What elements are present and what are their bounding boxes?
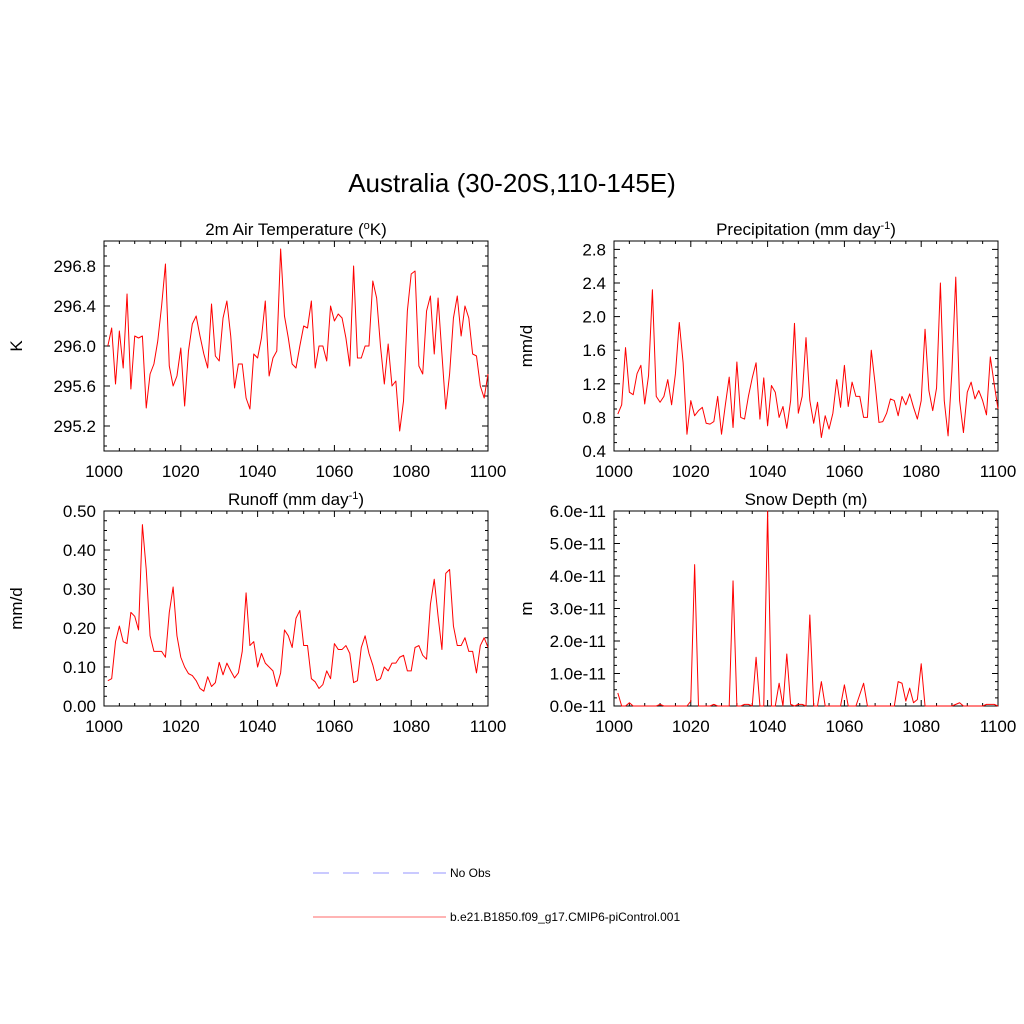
panel-4-ytick-label-5-0e-11: 5.0e-11 bbox=[550, 535, 606, 554]
panel-4-xtick-label-1100: 1100 bbox=[980, 717, 1017, 736]
panel-4-ytick-label-2-0e-11: 2.0e-11 bbox=[550, 632, 606, 651]
panel-2-ytick-label-1-2: 1.2 bbox=[582, 375, 606, 394]
panel-3-ytick-label-0-00: 0.00 bbox=[63, 697, 96, 716]
panel-2-ytick-label-0-8: 0.8 bbox=[582, 408, 606, 427]
panel-4-ytick-label-4-0e-11: 4.0e-11 bbox=[550, 567, 606, 586]
panel-1-xtick-label-1060: 1060 bbox=[315, 462, 353, 481]
panel-2-title: Precipitation (mm day-1) bbox=[716, 220, 896, 239]
panel-1-ytick-label-296-4: 296.4 bbox=[53, 297, 96, 316]
panel-4-xtick-label-1080: 1080 bbox=[902, 717, 940, 736]
panel-1-xtick-label-1100: 1100 bbox=[470, 462, 507, 481]
panel-1: 2m Air Temperature (oK) K 1000 1020 1040 1060… bbox=[7, 220, 506, 481]
legend-no-obs-label: No Obs bbox=[450, 866, 491, 880]
panel-2-ytick-label-2-0: 2.0 bbox=[582, 308, 606, 327]
panel-1-xtick-label-1040: 1040 bbox=[239, 462, 277, 481]
panel-3-xtick-label-1040: 1040 bbox=[239, 717, 277, 736]
panel-2-ytick-label-2-8: 2.8 bbox=[582, 240, 606, 259]
panel-1-title: 2m Air Temperature (oK) bbox=[205, 220, 387, 239]
panel-3-series-line bbox=[107, 524, 489, 692]
panel-2-xtick-label-1080: 1080 bbox=[902, 462, 940, 481]
panel-3-ytick-label-0-10: 0.10 bbox=[63, 658, 96, 677]
chart-panels: 2m Air Temperature (oK) K 1000 1020 1040 1060… bbox=[7, 220, 1016, 736]
figure-title: Australia (30-20S,110-145E) bbox=[348, 168, 676, 198]
panel-3-xtick-label-1060: 1060 bbox=[315, 717, 353, 736]
legend: No Obs b.e21.B1850.f09_g17.CMIP6-piContr… bbox=[313, 866, 680, 924]
panel-3-xtick-label-1020: 1020 bbox=[162, 717, 200, 736]
panel-2-xtick-label-1000: 1000 bbox=[595, 462, 633, 481]
panel-4-plot-frame bbox=[613, 510, 999, 707]
panel-4-ylabel: m bbox=[517, 601, 536, 615]
panel-1-plot-frame bbox=[103, 240, 489, 452]
panel-1-ytick-label-295-2: 295.2 bbox=[53, 417, 96, 436]
panel-4-xtick-label-1040: 1040 bbox=[749, 717, 787, 736]
panel-2-xtick-label-1020: 1020 bbox=[672, 462, 710, 481]
panel-1-xtick-label-1000: 1000 bbox=[85, 462, 123, 481]
panel-4-xtick-label-1060: 1060 bbox=[825, 717, 863, 736]
panel-2-xtick-label-1040: 1040 bbox=[749, 462, 787, 481]
panel-1-ytick-label-295-6: 295.6 bbox=[53, 377, 96, 396]
panel-4-ytick-label-0-0e-11: 0.0e-11 bbox=[550, 697, 606, 716]
panel-2: Precipitation (mm day-1) mm/d 1000 1020 1040… bbox=[517, 220, 1016, 481]
panel-3-title: Runoff (mm day-1) bbox=[228, 490, 364, 509]
panel-3-xtick-label-1000: 1000 bbox=[85, 717, 123, 736]
panel-3-ytick-label-0-30: 0.30 bbox=[63, 580, 96, 599]
panel-2-plot-frame bbox=[613, 240, 999, 452]
panel-2-ytick-label-0-4: 0.4 bbox=[582, 442, 606, 461]
panel-4: Snow Depth (m) m 1000 1020 1040 1060 1080 1100 0… bbox=[517, 490, 1016, 736]
panel-2-ytick-label-1-6: 1.6 bbox=[582, 341, 606, 360]
panel-3-xtick-label-1100: 1100 bbox=[470, 717, 507, 736]
panel-3-xtick-label-1080: 1080 bbox=[392, 717, 430, 736]
panel-3-ytick-label-0-40: 0.40 bbox=[63, 541, 96, 560]
panel-4-xtick-label-1000: 1000 bbox=[595, 717, 633, 736]
panel-2-xtick-label-1100: 1100 bbox=[980, 462, 1017, 481]
panel-3-ytick-label-0-50: 0.50 bbox=[63, 502, 96, 521]
panel-1-ytick-label-296-8: 296.8 bbox=[53, 257, 96, 276]
panel-4-ytick-label-1-0e-11: 1.0e-11 bbox=[550, 665, 606, 684]
legend-model-label: b.e21.B1850.f09_g17.CMIP6-piControl.001 bbox=[450, 910, 680, 924]
panel-2-series-line bbox=[617, 276, 999, 439]
panel-4-xtick-label-1020: 1020 bbox=[672, 717, 710, 736]
panel-1-ytick-label-296-0: 296.0 bbox=[53, 337, 96, 356]
panel-4-ytick-label-3-0e-11: 3.0e-11 bbox=[550, 600, 606, 619]
panel-4-ytick-label-6-0e-11: 6.0e-11 bbox=[550, 502, 606, 521]
panel-1-series-line bbox=[107, 248, 489, 432]
panel-4-series-line bbox=[617, 510, 999, 707]
panel-1-xtick-label-1080: 1080 bbox=[392, 462, 430, 481]
panel-1-ylabel: K bbox=[7, 340, 26, 352]
panel-3-ytick-label-0-20: 0.20 bbox=[63, 619, 96, 638]
panel-4-title: Snow Depth (m) bbox=[745, 490, 868, 509]
panel-2-xtick-label-1060: 1060 bbox=[825, 462, 863, 481]
panel-1-xtick-label-1020: 1020 bbox=[162, 462, 200, 481]
panel-3: Runoff (mm day-1) mm/d 1000 1020 1040 1060 108… bbox=[7, 490, 506, 736]
panel-3-ylabel: mm/d bbox=[7, 587, 26, 630]
panel-2-ytick-label-2-4: 2.4 bbox=[582, 274, 606, 293]
panel-2-ylabel: mm/d bbox=[517, 325, 536, 368]
